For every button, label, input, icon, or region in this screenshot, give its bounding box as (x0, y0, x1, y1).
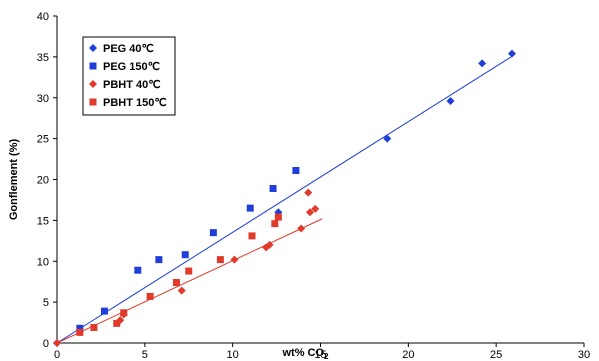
point-peg-150 (292, 167, 300, 175)
point-pbht-150 (185, 267, 193, 275)
point-pbht-150 (274, 213, 282, 221)
point-pbht-150 (172, 279, 180, 287)
y-tick-label: 5 (43, 297, 49, 309)
y-tick-label: 20 (37, 175, 49, 187)
y-tick-label: 40 (37, 11, 49, 23)
y-tick-label: 0 (43, 338, 49, 350)
legend: PEG 40℃ PEG 150℃ PBHT 40℃ PBHT 150℃ (82, 36, 176, 116)
point-peg-40 (446, 97, 455, 106)
point-pbht-150 (271, 220, 279, 228)
x-tick-label: 25 (490, 349, 502, 361)
point-peg-150 (181, 251, 189, 259)
y-tick-label: 15 (37, 215, 49, 227)
point-pbht-150 (216, 256, 224, 264)
point-pbht-40 (265, 240, 274, 249)
legend-label-peg-40: PEG 40℃ (103, 43, 154, 55)
legend-label-pbht-150: PBHT 150℃ (103, 97, 167, 109)
trendlines (56, 54, 514, 344)
x-axis-title-main: wt% CO (281, 347, 324, 359)
legend-marker-pbht-40 (89, 80, 97, 88)
point-peg-150 (100, 307, 108, 315)
point-pbht-150 (113, 319, 121, 327)
y-tick-labels: 0 5 10 15 20 25 30 35 40 (37, 11, 57, 350)
trendline-pbht (56, 218, 323, 344)
point-peg-150 (134, 266, 142, 274)
point-peg-40 (507, 49, 516, 58)
x-tick-label: 0 (54, 349, 60, 361)
x-tick-label: 5 (142, 349, 148, 361)
x-tick-label: 20 (402, 349, 414, 361)
y-tick-label: 25 (37, 134, 49, 146)
y-tick-label: 35 (37, 52, 49, 64)
legend-box (82, 36, 176, 116)
y-tick-label: 30 (37, 93, 49, 105)
data-points (53, 49, 516, 347)
legend-marker-pbht-150 (89, 98, 97, 106)
y-tick-label: 10 (37, 256, 49, 268)
x-tick-label: 15 (314, 349, 326, 361)
legend-label-pbht-40: PBHT 40℃ (103, 79, 161, 91)
point-peg-150 (155, 256, 163, 264)
point-pbht-150 (248, 232, 256, 240)
point-peg-40 (478, 59, 487, 68)
point-peg-150 (209, 229, 217, 237)
point-pbht-40 (230, 255, 239, 264)
point-pbht-150 (120, 309, 128, 317)
x-tick-labels: 0 5 10 15 20 25 30 (54, 343, 590, 361)
point-pbht-40 (53, 339, 61, 347)
point-pbht-150 (146, 292, 154, 300)
point-pbht-40 (305, 208, 314, 217)
point-pbht-40 (304, 188, 313, 197)
legend-label-peg-150: PEG 150℃ (103, 61, 160, 73)
point-pbht-40 (311, 204, 320, 213)
point-pbht-40 (297, 224, 306, 233)
x-axis-title-subscript: 2 (324, 352, 329, 361)
point-peg-150 (246, 204, 254, 212)
x-tick-label: 30 (578, 349, 590, 361)
point-peg-40 (383, 134, 392, 143)
x-tick-label: 10 (227, 349, 239, 361)
x-axis-title: wt% CO2 (281, 347, 329, 361)
y-axis-title: Gonflement (%) (8, 139, 20, 221)
point-pbht-40 (177, 286, 186, 295)
trendline-peg (56, 54, 514, 344)
point-pbht-150 (90, 323, 98, 331)
legend-marker-peg-40 (89, 44, 97, 52)
legend-marker-peg-150 (89, 62, 97, 70)
point-pbht-150 (76, 328, 84, 336)
point-peg-150 (76, 324, 84, 332)
point-peg-150 (269, 184, 277, 192)
